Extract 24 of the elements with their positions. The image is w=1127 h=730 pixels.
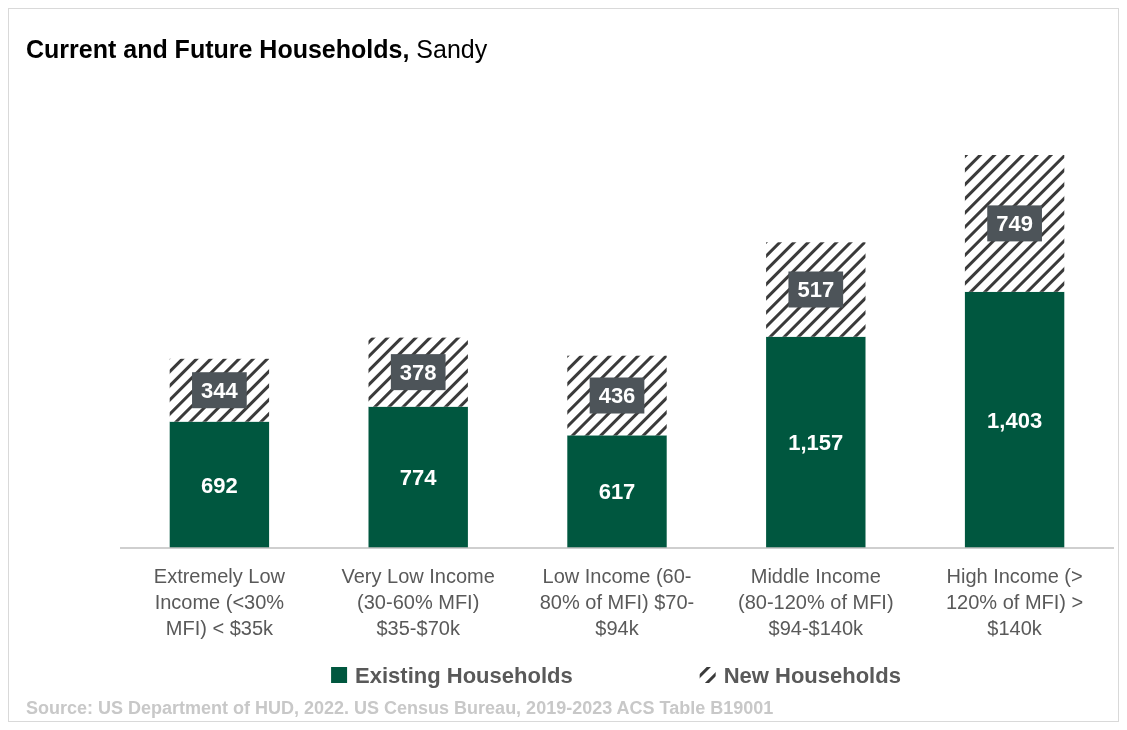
data-label: 617: [598, 479, 636, 505]
x-tick-label: High Income (> 120% of MFI) > $140k: [945, 565, 1084, 639]
data-label: 517: [797, 277, 835, 303]
x-tick-label: Very Low Income (30-60% MFI) $35-$70k: [341, 565, 495, 639]
data-label: 378: [399, 359, 437, 385]
data-label: 436: [598, 383, 636, 409]
data-label: 344: [201, 377, 239, 403]
legend-label: Existing Households: [355, 662, 573, 688]
x-tick-label: Middle Income (80-120% of MFI) $94-$140k: [738, 565, 894, 639]
data-label: 1,403: [987, 407, 1043, 433]
bar: [368, 406, 468, 548]
legend-label: New Households: [723, 662, 901, 688]
data-label: 774: [399, 465, 438, 491]
bar: [964, 291, 1065, 548]
bar: [169, 421, 270, 548]
data-label: 692: [201, 472, 238, 498]
chart-subtitle: Sandy: [409, 35, 488, 63]
bar: [567, 435, 667, 548]
x-tick-label: Low Income (60-80% of MFI) $70-$94k: [539, 565, 695, 639]
chart-title: Current and Future Households,: [26, 35, 410, 63]
data-label: 749: [996, 211, 1033, 237]
bar: [766, 336, 866, 548]
x-tick-label: Extremely Low Income (<30% MFI) < $35k: [153, 565, 286, 639]
data-label: 1,157: [788, 430, 844, 456]
